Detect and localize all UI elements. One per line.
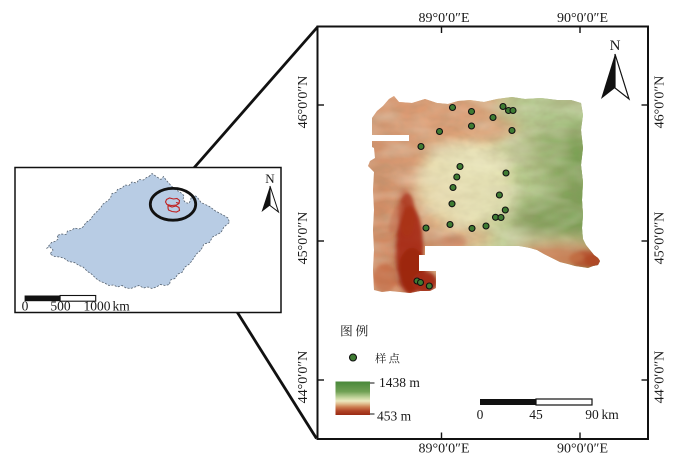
svg-text:89°0′0″E: 89°0′0″E xyxy=(418,442,469,457)
svg-text:44°0′0″N: 44°0′0″N xyxy=(653,351,668,404)
svg-text:km: km xyxy=(602,407,620,422)
svg-text:89°0′0″E: 89°0′0″E xyxy=(418,11,469,26)
svg-text:45: 45 xyxy=(529,407,543,422)
svg-text:44°0′0″N: 44°0′0″N xyxy=(296,351,311,404)
svg-text:500: 500 xyxy=(50,299,71,314)
svg-text:90: 90 xyxy=(585,407,599,422)
svg-text:45°0′0″N: 45°0′0″N xyxy=(296,212,311,265)
svg-text:90°0′0″E: 90°0′0″E xyxy=(557,11,608,26)
svg-text:N: N xyxy=(265,171,275,186)
svg-text:0: 0 xyxy=(477,407,484,422)
svg-text:46°0′0″N: 46°0′0″N xyxy=(653,76,668,129)
svg-text:km: km xyxy=(113,299,131,314)
svg-text:45°0′0″N: 45°0′0″N xyxy=(653,212,668,265)
svg-text:0: 0 xyxy=(22,299,29,314)
svg-text:N: N xyxy=(610,38,621,54)
svg-text:1000: 1000 xyxy=(84,299,111,314)
svg-text:90°0′0″E: 90°0′0″E xyxy=(557,442,608,457)
svg-text:46°0′0″N: 46°0′0″N xyxy=(296,76,311,129)
svg-text:1438 m: 1438 m xyxy=(379,375,420,390)
svg-text:453 m: 453 m xyxy=(377,409,412,424)
